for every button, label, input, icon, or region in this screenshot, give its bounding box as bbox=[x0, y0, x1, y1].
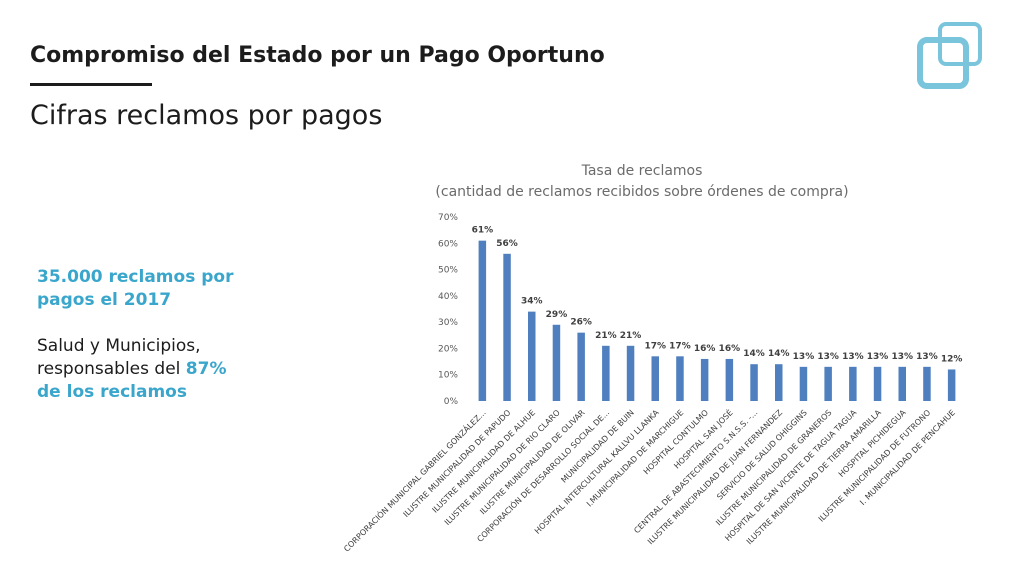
bar bbox=[898, 366, 906, 401]
bar-data-label: 29% bbox=[546, 310, 568, 320]
category-label: SERVICIO DE SALUD OHIGGINS bbox=[715, 408, 809, 502]
bar bbox=[528, 311, 536, 401]
claims-rate-chart: Tasa de reclamos (cantidad de reclamos r… bbox=[300, 150, 1000, 576]
bar bbox=[725, 358, 734, 401]
bar-data-label: 16% bbox=[694, 344, 716, 354]
bar bbox=[676, 356, 684, 401]
bar bbox=[626, 345, 635, 401]
category-labels: CORPORACIÓN MUNICIPAL GABRIEL GONZÁLEZ..… bbox=[341, 407, 957, 554]
chart-subtitle: (cantidad de reclamos recibidos sobre ór… bbox=[435, 184, 848, 200]
bar bbox=[651, 356, 659, 401]
bar-data-label: 14% bbox=[743, 349, 765, 359]
bar-data-label: 26% bbox=[570, 318, 592, 328]
bar bbox=[478, 240, 487, 401]
bar-data-label: 17% bbox=[669, 341, 691, 351]
y-tick-label: 0% bbox=[444, 397, 459, 407]
bar bbox=[503, 253, 511, 401]
y-tick-label: 60% bbox=[438, 239, 458, 249]
summary-line-1: 35.000 reclamos por bbox=[37, 267, 234, 287]
chart-title: Tasa de reclamos bbox=[581, 163, 703, 179]
summary-line-2: pagos el 2017 bbox=[37, 290, 172, 310]
y-tick-label: 40% bbox=[438, 292, 458, 302]
y-tick-label: 50% bbox=[438, 266, 458, 276]
summary-line-3: Salud y Municipios, bbox=[37, 336, 201, 356]
bar bbox=[947, 369, 956, 401]
bar bbox=[750, 364, 758, 401]
bar-data-label: 13% bbox=[916, 352, 938, 362]
bars bbox=[478, 240, 956, 401]
summary-percentage: 87% bbox=[185, 359, 227, 379]
y-axis: 0% 10% 20% 30% 40% 50% 60% 70% bbox=[438, 213, 458, 407]
bar-data-label: 16% bbox=[719, 344, 741, 354]
bar bbox=[849, 366, 857, 401]
bar-data-label: 14% bbox=[768, 349, 790, 359]
bar-data-label: 13% bbox=[867, 352, 889, 362]
y-tick-label: 70% bbox=[438, 213, 458, 223]
overlapping-squares-logo-icon bbox=[917, 22, 982, 89]
bar-data-label: 34% bbox=[521, 297, 543, 307]
bar-data-label: 21% bbox=[595, 331, 617, 341]
y-tick-label: 30% bbox=[438, 318, 458, 328]
bar bbox=[700, 358, 709, 401]
bar bbox=[602, 345, 610, 401]
y-tick-label: 20% bbox=[438, 344, 458, 354]
bar-data-label: 21% bbox=[620, 331, 642, 341]
page-title: Compromiso del Estado por un Pago Oportu… bbox=[30, 43, 605, 68]
bar bbox=[873, 366, 882, 401]
bar bbox=[799, 366, 808, 401]
bar-data-label: 17% bbox=[644, 341, 666, 351]
bar-data-label: 56% bbox=[496, 239, 518, 249]
summary-line-4-prefix: responsables del bbox=[37, 359, 186, 379]
summary-line-4: responsables del 87% bbox=[37, 358, 277, 381]
page-subtitle: Cifras reclamos por pagos bbox=[30, 100, 383, 131]
bar bbox=[824, 366, 832, 401]
bar bbox=[552, 324, 561, 401]
bar bbox=[923, 366, 931, 401]
y-tick-label: 10% bbox=[438, 371, 458, 381]
bar-data-label: 12% bbox=[941, 354, 963, 364]
bar bbox=[577, 332, 585, 401]
summary-text: 35.000 reclamos por pagos el 2017 Salud … bbox=[37, 266, 277, 404]
summary-line-5: de los reclamos bbox=[37, 382, 187, 402]
bar bbox=[775, 364, 783, 401]
bar-data-label: 13% bbox=[842, 352, 864, 362]
bar-data-label: 13% bbox=[891, 352, 913, 362]
data-labels: 61%56%34%29%26%21% 21%17% 17% 16% 16%14% 14% 1… bbox=[472, 226, 963, 365]
bar-data-label: 13% bbox=[817, 352, 839, 362]
bar-data-label: 61% bbox=[472, 226, 494, 236]
title-underline bbox=[30, 83, 152, 86]
bar-data-label: 13% bbox=[793, 352, 815, 362]
chart-canvas: Tasa de reclamos (cantidad de reclamos r… bbox=[341, 163, 963, 554]
